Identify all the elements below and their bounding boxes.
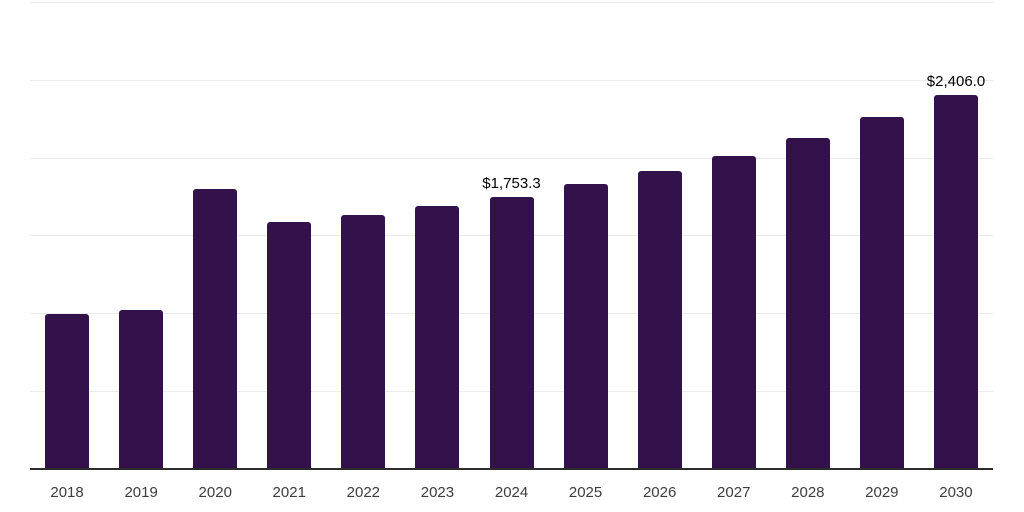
- bar-2029[interactable]: [859, 117, 904, 468]
- x-tick-label-2020: 2020: [198, 484, 232, 501]
- x-tick-label-2030: 2030: [939, 484, 973, 501]
- bar-2027[interactable]: [711, 156, 756, 468]
- gridline-2000: [30, 157, 993, 159]
- x-tick-label-2024: 2024: [494, 484, 529, 501]
- x-axis-tick-labels: 2018 2019 2020 2021 2022 2023 2024 2025 2026 2027…: [30, 484, 993, 506]
- gridline-3000: [30, 1, 993, 3]
- x-tick-label-2021: 2021: [272, 484, 306, 501]
- bar-2024[interactable]: [489, 196, 534, 468]
- x-tick-label-2028: 2028: [791, 484, 825, 501]
- bar-2026[interactable]: [637, 171, 682, 468]
- x-tick-label-2029: 2029: [865, 484, 899, 501]
- x-tick-label-2023: 2023: [420, 484, 455, 501]
- x-tick-label-2026: 2026: [642, 484, 677, 501]
- bar-2018[interactable]: [45, 313, 89, 468]
- x-tick-label-2019: 2019: [124, 484, 158, 501]
- x-tick-label-2027: 2027: [717, 484, 751, 501]
- bar-2021[interactable]: [267, 222, 312, 468]
- x-tick-label-2025: 2025: [568, 484, 603, 501]
- bar-value-label-2024: $1,753.3: [482, 174, 541, 192]
- bar-2028[interactable]: [785, 138, 830, 468]
- x-tick-label-2022: 2022: [346, 484, 381, 501]
- bar-2025[interactable]: [563, 184, 608, 468]
- plot-area: $1,753.3 $2,406.0: [30, 0, 993, 470]
- bar-2023[interactable]: [415, 206, 460, 468]
- gridline-2500: [30, 79, 993, 81]
- bar-value-label-2030: $2,406.0: [926, 73, 986, 91]
- bar-2019[interactable]: [119, 309, 164, 468]
- bar-2030[interactable]: [934, 95, 978, 468]
- bar-2022[interactable]: [341, 215, 386, 468]
- x-tick-label-2018: 2018: [50, 484, 84, 501]
- bar-2020[interactable]: [193, 189, 238, 468]
- x-axis-line: [30, 468, 993, 470]
